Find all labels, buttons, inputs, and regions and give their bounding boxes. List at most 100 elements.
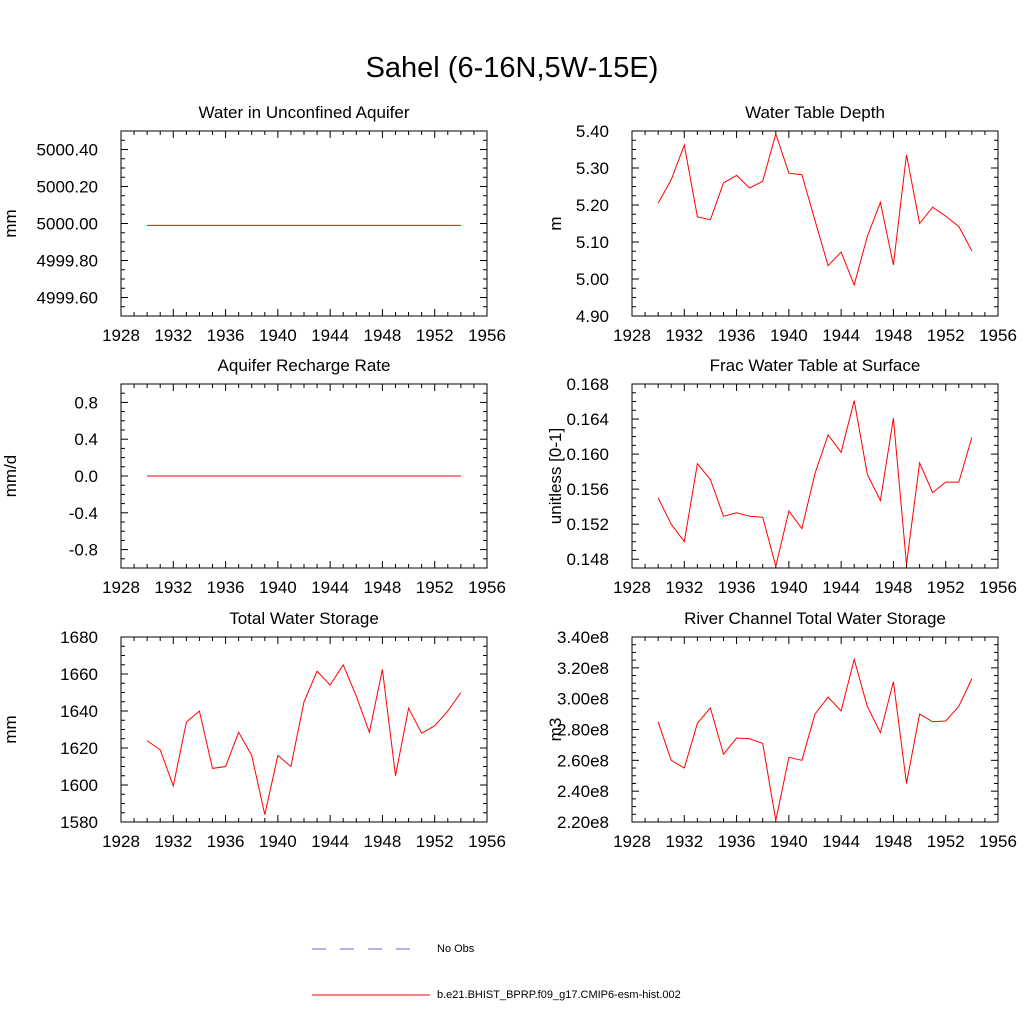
x-tick-label: 1940 [259, 326, 297, 345]
y-tick-label: 1660 [60, 665, 98, 684]
y-tick-label: 3.40e8 [557, 628, 609, 647]
x-tick-label: 1952 [927, 326, 965, 345]
x-tick-label: 1956 [468, 326, 506, 345]
y-tick-label: 5000.00 [37, 215, 98, 234]
y-tick-label: 0.8 [74, 393, 98, 412]
chart-panel-2: Water Table Depth 1928 1932 1936 1940 1944 194… [546, 103, 1017, 345]
series-line-1 [657, 657, 973, 821]
x-tick-label: 1956 [979, 578, 1017, 597]
x-tick-label: 1944 [311, 326, 349, 345]
page-title: Sahel (6-16N,5W-15E) [365, 52, 659, 84]
chart-title: Aquifer Recharge Rate [218, 356, 391, 375]
x-tick-label: 1928 [102, 326, 140, 345]
series-line-1 [657, 400, 973, 567]
x-tick-label: 1948 [364, 326, 402, 345]
y-tick-label: 0.148 [566, 550, 609, 569]
x-tick-label: 1948 [875, 326, 913, 345]
legend-label-model: b.e21.BHIST_BPRP.f09_g17.CMIP6-esm-hist.… [437, 989, 681, 1001]
x-tick-label: 1948 [875, 832, 913, 851]
x-tick-label: 1952 [927, 832, 965, 851]
x-tick-label: 1932 [665, 578, 703, 597]
x-tick-label: 1952 [416, 578, 454, 597]
x-tick-label: 1952 [927, 578, 965, 597]
chart-title: Water in Unconfined Aquifer [198, 103, 409, 122]
y-tick-label: 4.90 [576, 307, 609, 326]
chart-panel-6: River Channel Total Water Storage 1928 193… [546, 609, 1017, 851]
x-tick-label: 1928 [613, 832, 651, 851]
y-tick-label: 5.30 [576, 159, 609, 178]
x-tick-label: 1936 [718, 832, 756, 851]
y-tick-label: 5.10 [576, 233, 609, 252]
x-tick-label: 1932 [665, 832, 703, 851]
x-tick-label: 1936 [207, 326, 245, 345]
x-tick-label: 1944 [311, 578, 349, 597]
plot-frame [120, 130, 488, 317]
x-tick-label: 1940 [259, 578, 297, 597]
y-tick-label: 1680 [60, 628, 98, 647]
x-tick-label: 1944 [822, 832, 860, 851]
chart-title: Frac Water Table at Surface [710, 356, 921, 375]
x-tick-label: 1932 [665, 326, 703, 345]
x-tick-label: 1932 [154, 326, 192, 345]
x-tick-label: 1936 [718, 578, 756, 597]
series-line-1 [657, 132, 973, 287]
x-tick-label: 1956 [468, 832, 506, 851]
y-tick-label: 1580 [60, 813, 98, 832]
y-tick-label: -0.8 [69, 541, 98, 560]
y-tick-label: 5.40 [576, 122, 609, 141]
x-tick-label: 1928 [102, 832, 140, 851]
y-tick-label: 5000.20 [37, 178, 98, 197]
y-tick-label: 0.160 [566, 445, 609, 464]
legend-label-no-obs: No Obs [437, 943, 475, 955]
x-tick-label: 1940 [770, 326, 808, 345]
x-tick-label: 1936 [207, 832, 245, 851]
y-tick-label: 0.164 [566, 410, 609, 429]
x-tick-label: 1936 [207, 578, 245, 597]
y-axis-label: m3 [546, 718, 565, 742]
x-tick-label: 1948 [364, 578, 402, 597]
y-tick-label: 2.20e8 [557, 813, 609, 832]
chart-title: River Channel Total Water Storage [684, 609, 946, 628]
y-axis-label: mm/d [1, 455, 20, 498]
y-tick-label: 5000.40 [37, 141, 98, 160]
x-tick-label: 1928 [613, 326, 651, 345]
x-tick-label: 1952 [416, 832, 454, 851]
x-tick-label: 1940 [770, 578, 808, 597]
y-axis-label: unitless [0-1] [546, 428, 565, 524]
x-tick-label: 1944 [311, 832, 349, 851]
x-tick-label: 1952 [416, 326, 454, 345]
plot-frame [631, 636, 999, 823]
y-tick-label: 2.80e8 [557, 721, 609, 740]
x-tick-label: 1932 [154, 832, 192, 851]
y-tick-label: 0.168 [566, 375, 609, 394]
x-tick-label: 1944 [822, 326, 860, 345]
x-tick-label: 1940 [259, 832, 297, 851]
x-tick-label: 1928 [102, 578, 140, 597]
y-tick-label: 0.4 [74, 430, 98, 449]
x-tick-label: 1948 [364, 832, 402, 851]
legend-line-no-obs [312, 948, 420, 950]
x-tick-label: 1944 [822, 578, 860, 597]
series-line-1 [146, 663, 462, 815]
y-tick-label: 4999.60 [37, 289, 98, 308]
y-tick-label: 4999.80 [37, 252, 98, 271]
y-tick-label: 1620 [60, 739, 98, 758]
x-tick-label: 1928 [613, 578, 651, 597]
y-tick-label: 0.156 [566, 480, 609, 499]
y-tick-label: 2.60e8 [557, 751, 609, 770]
x-tick-label: 1932 [154, 578, 192, 597]
x-tick-label: 1940 [770, 832, 808, 851]
y-tick-label: 0.152 [566, 515, 609, 534]
chart-title: Total Water Storage [229, 609, 379, 628]
legend-line-model [312, 994, 430, 996]
chart-panel-3: Aquifer Recharge Rate 1928 1932 1936 1940 194… [1, 356, 506, 597]
y-tick-label: 5.00 [576, 270, 609, 289]
y-axis-label: m [546, 216, 565, 230]
y-tick-label: 0.0 [74, 467, 98, 486]
plot-frame [631, 383, 999, 569]
chart-title: Water Table Depth [745, 103, 885, 122]
y-tick-label: 3.20e8 [557, 659, 609, 678]
y-axis-label: mm [1, 715, 20, 743]
y-tick-label: 5.20 [576, 196, 609, 215]
